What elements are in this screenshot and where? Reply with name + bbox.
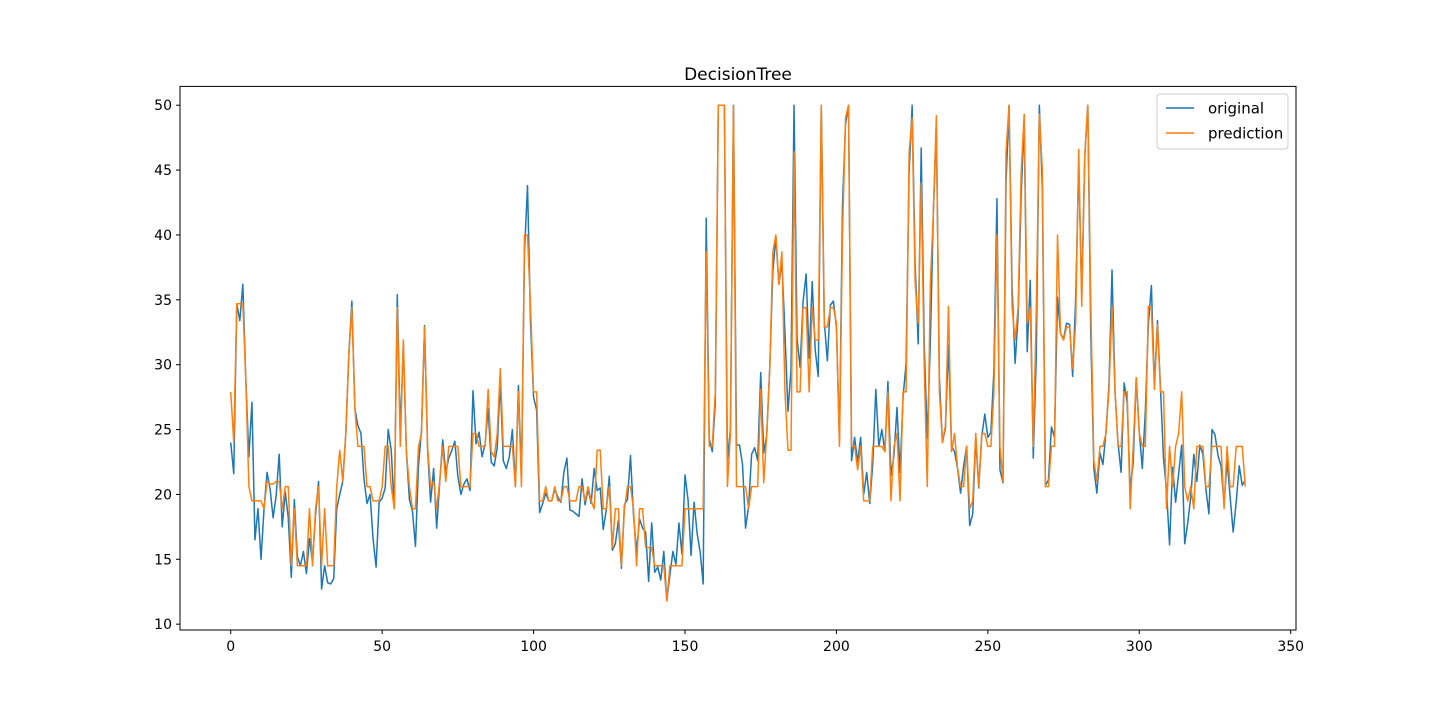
x-tick-label: 150 bbox=[672, 639, 699, 655]
x-tick-label: 50 bbox=[373, 639, 391, 655]
legend: original prediction bbox=[1156, 93, 1289, 150]
legend-label-original: original bbox=[1208, 100, 1264, 118]
chart-title: DecisionTree bbox=[684, 65, 792, 85]
plot-frame bbox=[179, 85, 1297, 631]
legend-label-prediction: prediction bbox=[1208, 125, 1283, 143]
series-layer bbox=[229, 104, 1247, 602]
y-tick-label: 30 bbox=[154, 358, 172, 374]
y-tick-label: 10 bbox=[154, 617, 172, 633]
x-tick-label: 300 bbox=[1126, 639, 1153, 655]
y-axis: 10 15 20 25 30 35 40 45 50 bbox=[154, 98, 180, 633]
x-tick-label: 100 bbox=[520, 639, 547, 655]
x-tick-label: 200 bbox=[823, 639, 850, 655]
x-tick-label: 250 bbox=[974, 639, 1001, 655]
y-tick-label: 25 bbox=[154, 423, 172, 439]
x-tick-label: 350 bbox=[1277, 639, 1304, 655]
y-tick-label: 40 bbox=[154, 228, 172, 244]
series-line-prediction bbox=[229, 104, 1247, 602]
y-tick-label: 35 bbox=[154, 293, 172, 309]
series-line-original bbox=[229, 104, 1246, 602]
x-tick-label: 0 bbox=[226, 639, 235, 655]
x-axis: 0 50 100 150 200 250 300 350 bbox=[226, 630, 1304, 655]
y-tick-label: 50 bbox=[154, 98, 172, 114]
y-tick-label: 45 bbox=[154, 163, 172, 179]
y-tick-label: 15 bbox=[154, 552, 172, 568]
y-tick-label: 20 bbox=[154, 487, 172, 503]
